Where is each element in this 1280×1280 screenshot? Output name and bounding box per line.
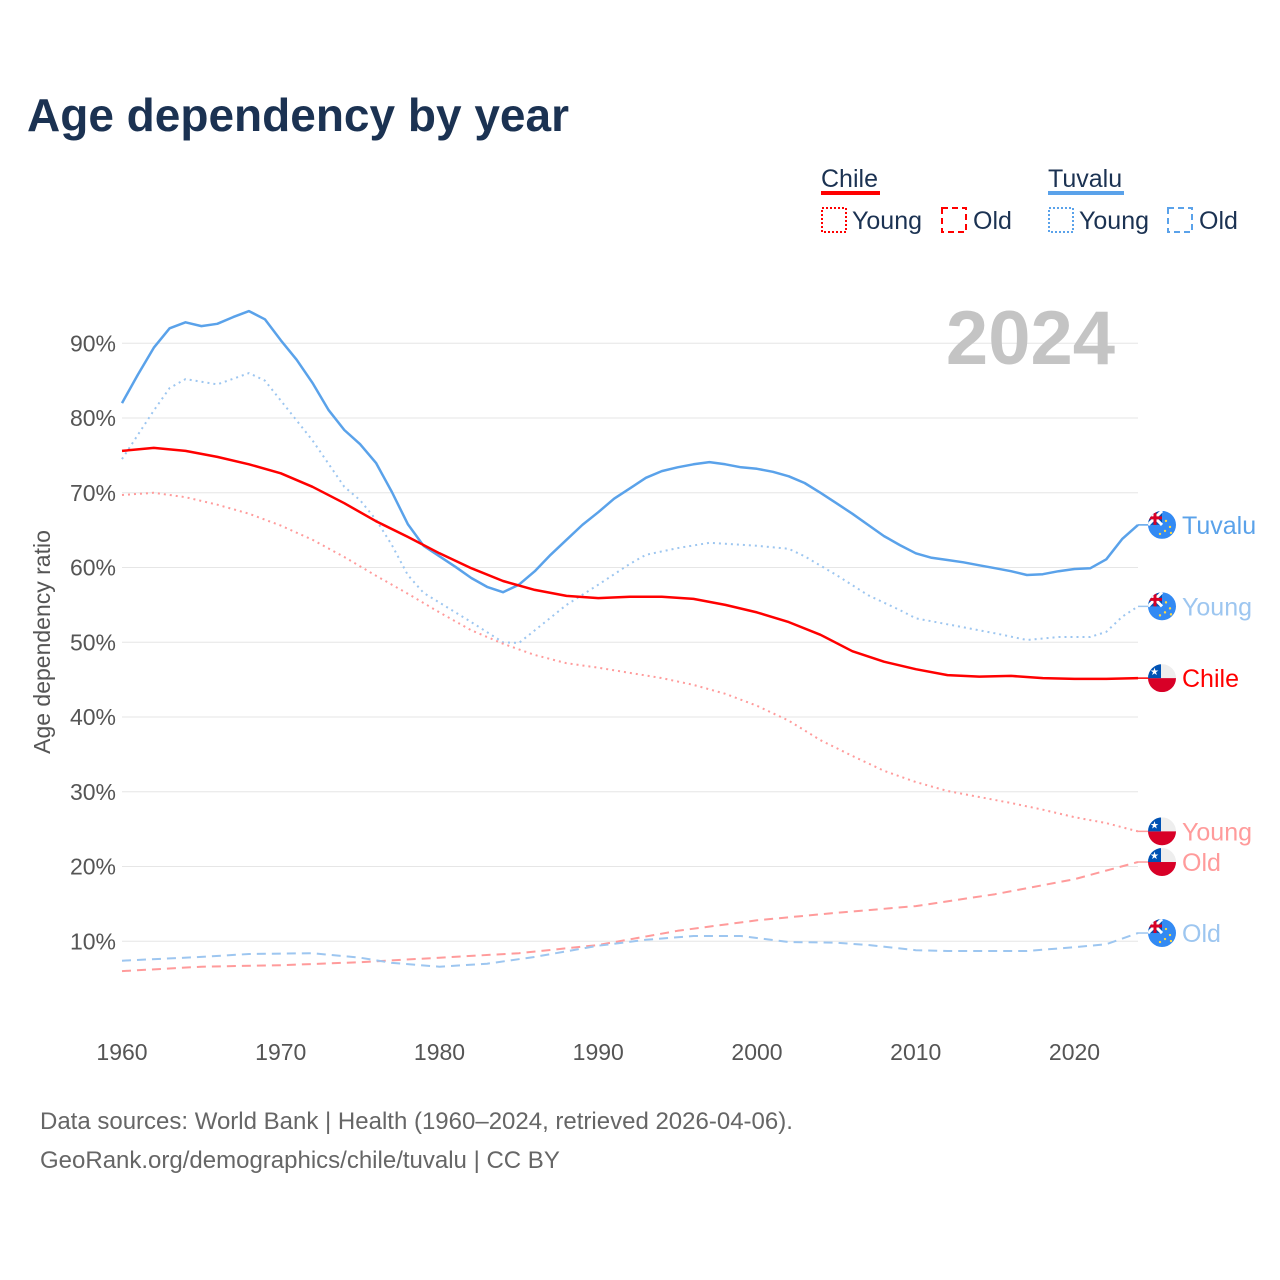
chile-flag-icon: ★: [1148, 848, 1176, 877]
y-tick-label: 90%: [70, 330, 116, 356]
legend-old-icon: [1167, 207, 1193, 233]
y-tick-label: 50%: [70, 629, 116, 655]
end-label-chile-young: ★ Young: [1138, 817, 1252, 846]
y-tick-label: 60%: [70, 555, 116, 581]
y-tick-label: 10%: [70, 928, 116, 954]
x-tick-label: 2000: [731, 1039, 782, 1065]
chile-flag-icon: ★: [1148, 664, 1176, 693]
end-label-tuvalu-old: Old: [1138, 919, 1221, 948]
end-label-tuvalu: Tuvalu: [1138, 510, 1256, 540]
legend-old-label: Old: [1199, 207, 1238, 235]
end-label-chile: ★ Chile: [1138, 664, 1239, 693]
series-line-chile-old: [121, 861, 1139, 973]
series-line-chile-young: [121, 491, 1139, 833]
legend-chile[interactable]: Chile Young Old: [821, 165, 1012, 235]
tuvalu-flag-icon: [1148, 592, 1176, 621]
series-line-tuvalu: [120, 309, 1139, 594]
source-note: Data sources: World Bank | Health (1960–…: [40, 1108, 793, 1135]
end-label-text: Tuvalu: [1182, 512, 1256, 540]
y-tick-label: 40%: [70, 704, 116, 730]
tuvalu-flag-icon: [1148, 919, 1176, 948]
x-tick-label: 1960: [96, 1039, 147, 1065]
legend-young-icon: [821, 207, 847, 233]
legend-tuvalu[interactable]: Tuvalu Young Old: [1048, 165, 1238, 235]
y-axis-label: Age dependency ratio: [29, 530, 55, 754]
y-tick-label: 20%: [70, 854, 116, 880]
x-tick-label: 1980: [414, 1039, 465, 1065]
svg-text:★: ★: [1150, 667, 1159, 678]
end-label-chile-old: ★ Old: [1138, 848, 1221, 877]
x-tick-label: 1970: [255, 1039, 306, 1065]
legend-young-label: Young: [852, 207, 922, 235]
legend-swatch: [1048, 191, 1124, 195]
y-tick-label: 80%: [70, 405, 116, 431]
end-label-text: Young: [1182, 818, 1252, 846]
y-tick-label: 30%: [70, 779, 116, 805]
x-tick-label: 2020: [1049, 1039, 1100, 1065]
series-line-tuvalu-young: [121, 372, 1139, 644]
source-link[interactable]: GeoRank.org/demographics/chile/tuvalu | …: [40, 1147, 560, 1174]
legend-country-label: Tuvalu: [1048, 165, 1122, 193]
legend-old-label: Old: [973, 207, 1012, 235]
series-line-chile: [121, 446, 1139, 681]
legend-young-icon: [1048, 207, 1074, 233]
legend-old-icon: [941, 207, 967, 233]
page-title: Age dependency by year: [27, 89, 569, 141]
chile-flag-icon: ★: [1148, 817, 1176, 846]
svg-text:★: ★: [1150, 820, 1159, 831]
svg-text:★: ★: [1150, 851, 1159, 862]
series-line-tuvalu-old: [121, 932, 1139, 968]
tuvalu-flag-icon: [1148, 510, 1176, 539]
y-tick-label: 70%: [70, 480, 116, 506]
legend-country-label: Chile: [821, 165, 878, 193]
x-tick-label: 1990: [573, 1039, 624, 1065]
end-label-text: Chile: [1182, 665, 1239, 693]
end-label-text: Old: [1182, 920, 1221, 948]
year-watermark: 2024: [946, 296, 1115, 381]
end-label-text: Young: [1182, 593, 1252, 621]
x-tick-label: 2010: [890, 1039, 941, 1065]
end-label-tuvalu-young: Young: [1138, 592, 1252, 621]
legend-young-label: Young: [1079, 207, 1149, 235]
legend-swatch: [821, 191, 880, 195]
end-label-text: Old: [1182, 849, 1221, 877]
